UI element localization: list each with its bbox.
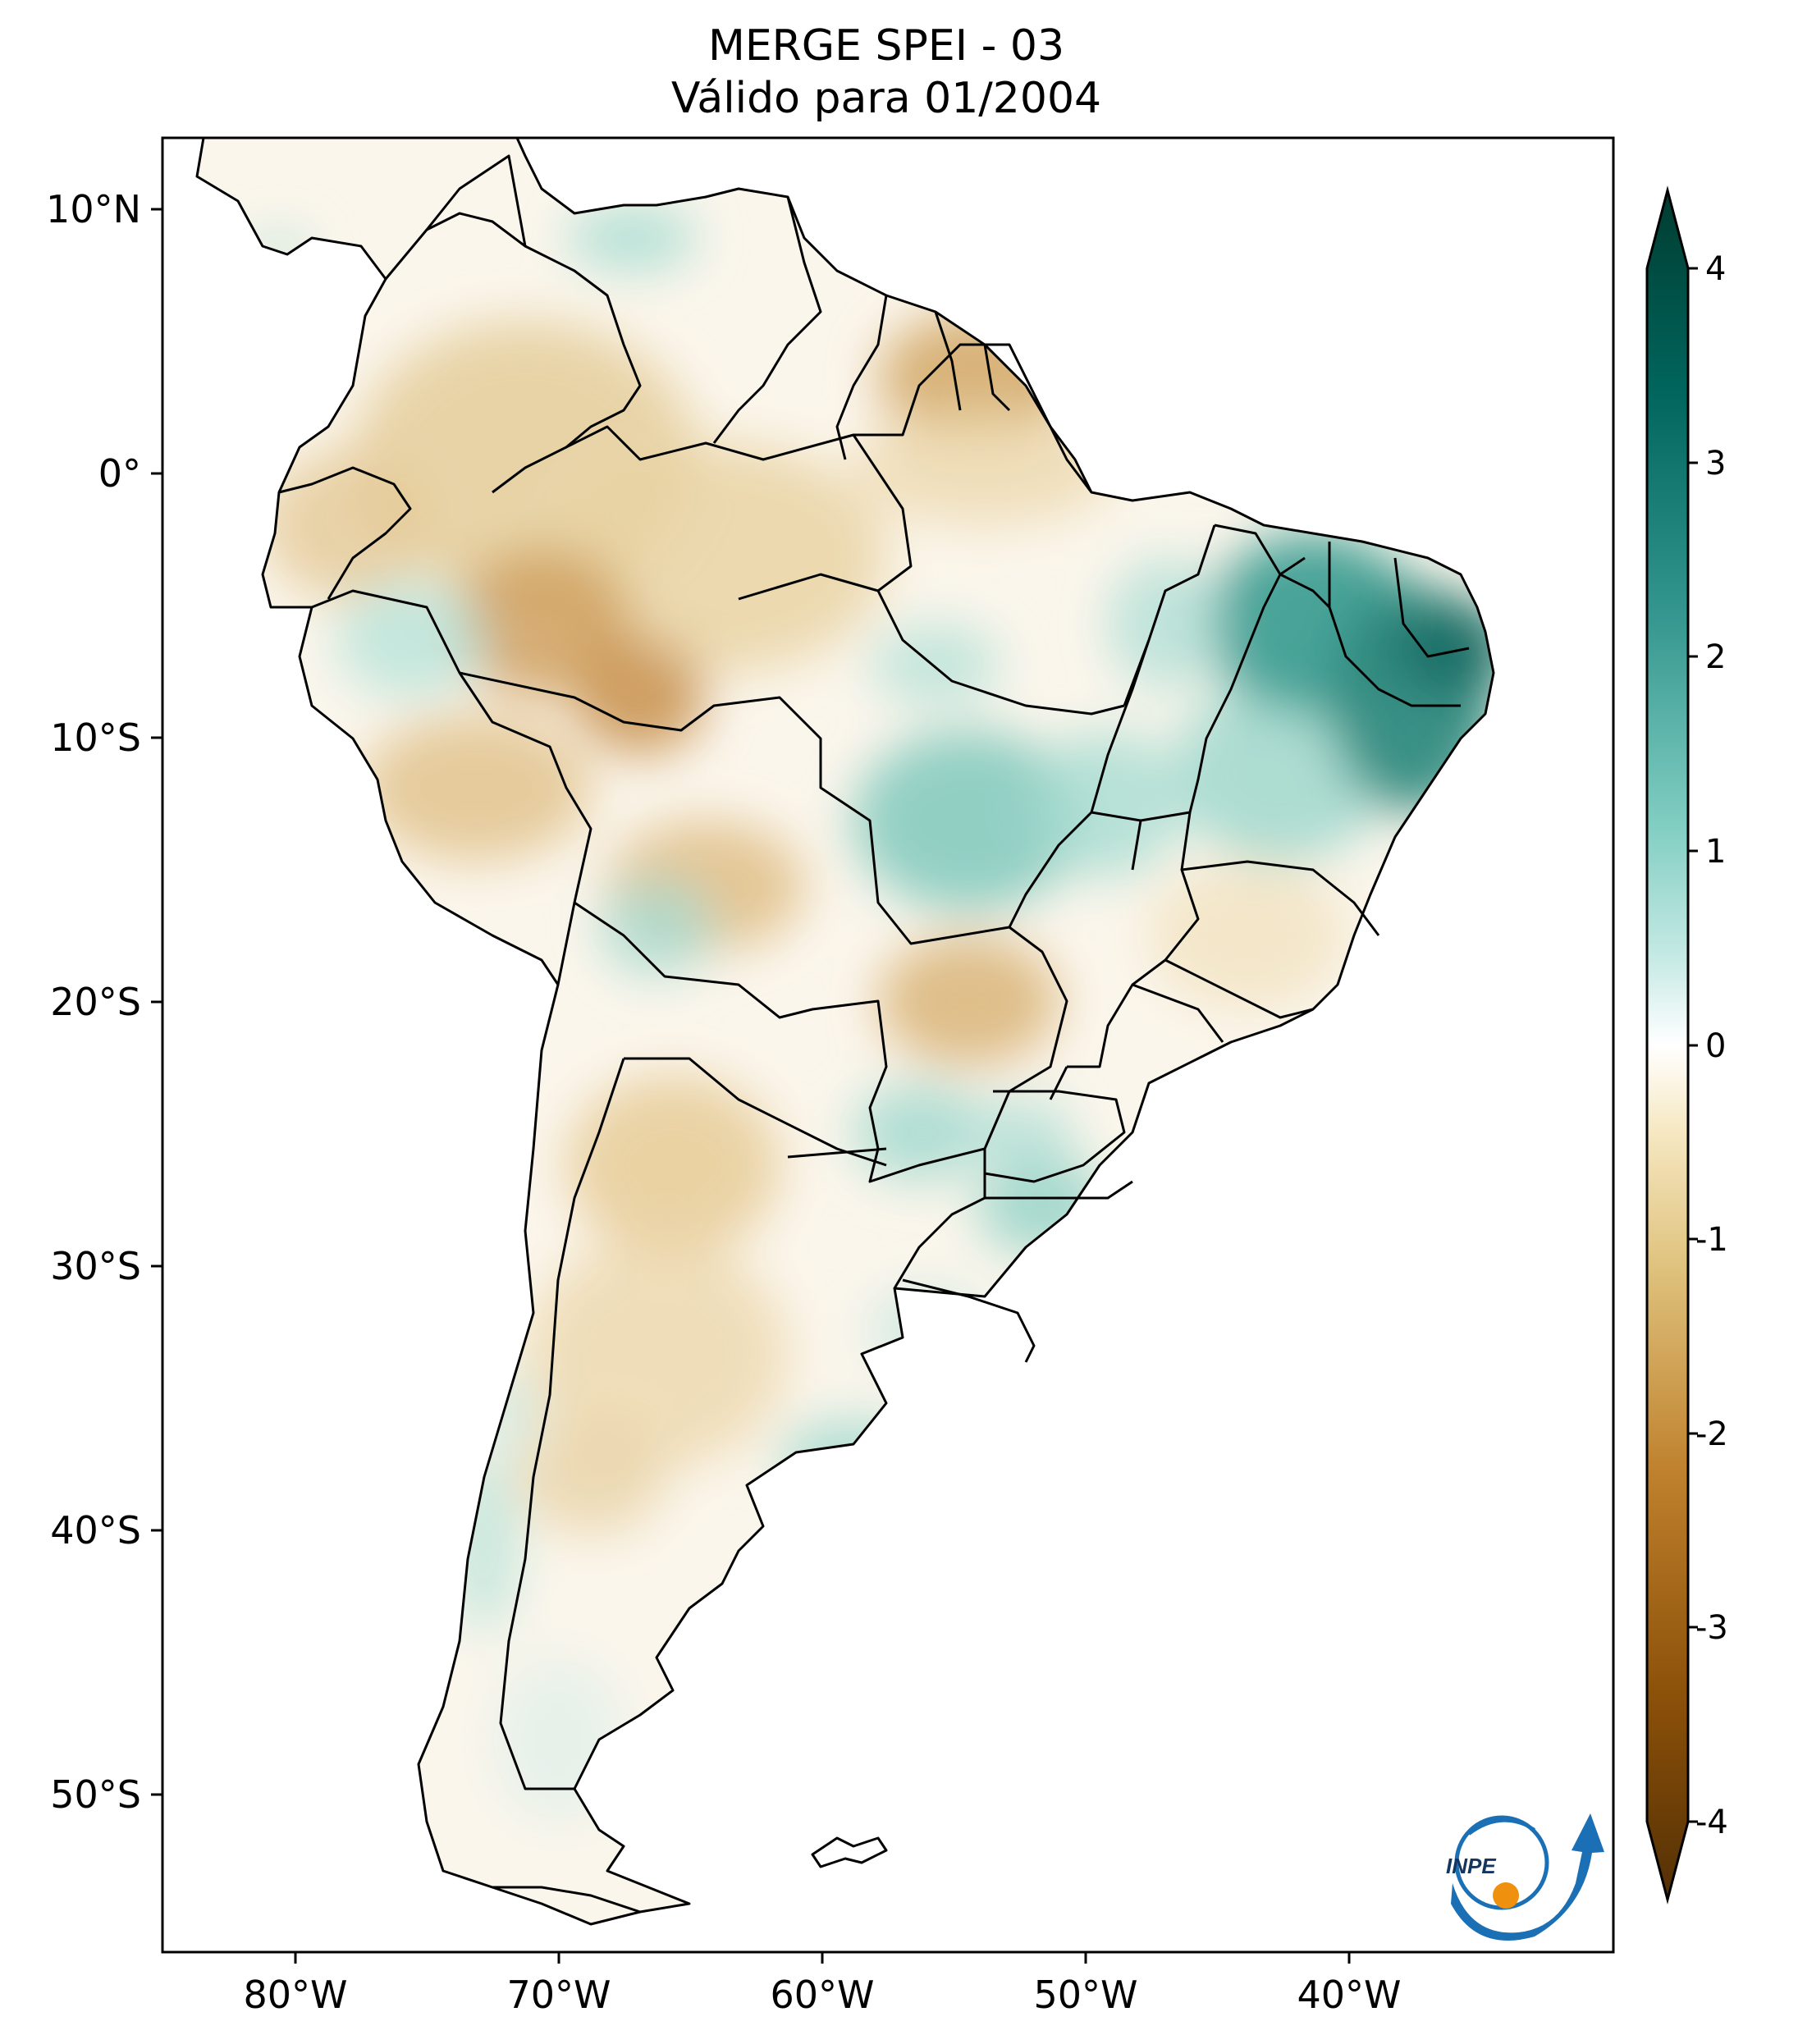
lat-tick-labels: 10°N 0° 10°S 20°S 30°S 40°S 50°S: [46, 187, 141, 1817]
lat-tick-label: 50°S: [50, 1772, 141, 1817]
map-frame: [161, 136, 1615, 1954]
lon-tick-labels: 80°W 70°W 60°W 50°W 40°W: [243, 1973, 1401, 2017]
colorbar-tick-label: -4: [1695, 1804, 1728, 1841]
lat-tick-label: 10°N: [46, 187, 141, 231]
spei-field: [197, 138, 1494, 1924]
logo-sun-icon: [1493, 1882, 1519, 1909]
logo-text: INPE: [1446, 1854, 1496, 1878]
colorbar-tick-labels: 4 3 2 1 0 -1 -2 -3 -4: [1695, 250, 1728, 1841]
lat-tick-label: 20°S: [50, 980, 141, 1024]
lon-tick-label: 60°W: [770, 1973, 874, 2017]
colorbar-tick-label: -2: [1695, 1415, 1728, 1453]
map-subtitle: Válido para 01/2004: [670, 74, 1102, 123]
colorbar-scale: [1645, 185, 1690, 1905]
colorbar-tick-label: 4: [1705, 250, 1726, 288]
map-panel: [161, 136, 1615, 1954]
lat-tick-label: 30°S: [50, 1244, 141, 1288]
lat-tick-label: 40°S: [50, 1508, 141, 1552]
axis-tick-marks: [151, 208, 1351, 1964]
colorbar-tick-label: -1: [1695, 1221, 1728, 1259]
lon-tick-label: 80°W: [243, 1973, 347, 2017]
lon-tick-label: 40°W: [1297, 1973, 1401, 2017]
lat-tick-label: 0°: [98, 451, 141, 496]
lon-tick-label: 50°W: [1033, 1973, 1137, 2017]
colorbar: 4 3 2 1 0 -1 -2 -3 -4: [1645, 185, 1728, 1905]
inpe-logo: INPE: [1446, 1813, 1604, 1941]
colorbar-tick-label: 1: [1705, 833, 1726, 871]
colorbar-tick-label: -3: [1695, 1609, 1728, 1647]
lat-tick-label: 10°S: [50, 716, 141, 760]
colorbar-tick-label: 2: [1705, 638, 1726, 676]
colorbar-tick-label: 3: [1705, 445, 1726, 482]
lon-tick-label: 70°W: [506, 1973, 611, 2017]
colorbar-tick-marks: [1688, 267, 1698, 1823]
coastline-borders: [195, 138, 1495, 1926]
colorbar-tick-label: 0: [1705, 1027, 1726, 1065]
map-title: MERGE SPEI - 03: [707, 21, 1065, 71]
